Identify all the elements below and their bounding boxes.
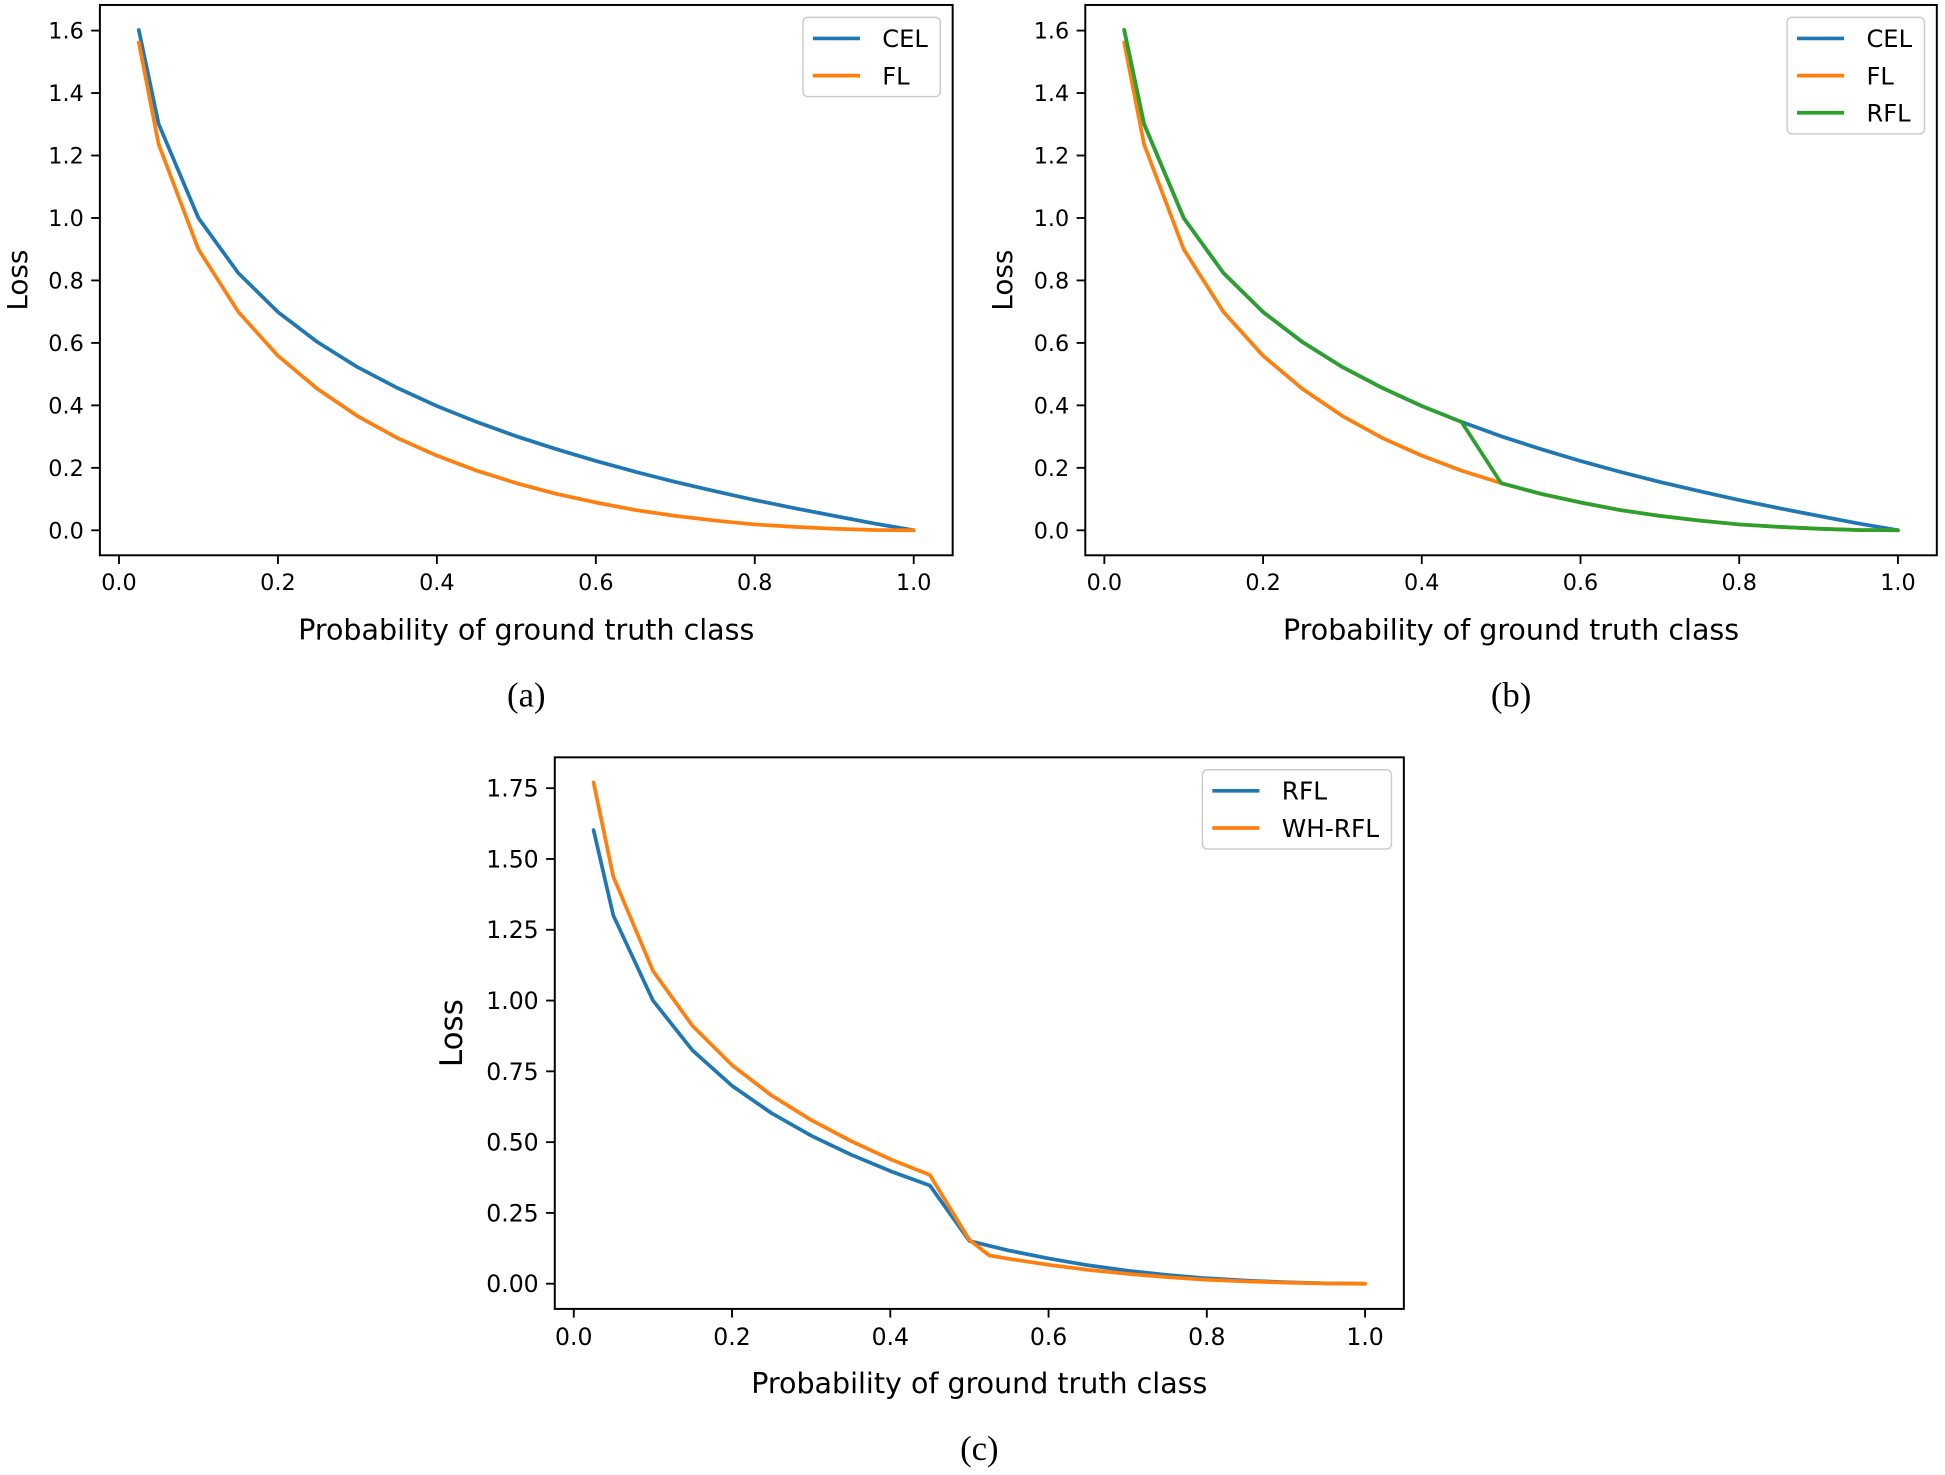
subplot-c: 0.0 0.2 0.4 0.6 0.8 1.0 0.00 0.25 0.50 0.75 1.00 1.… xyxy=(434,756,1405,1468)
subplot-caption: (c) xyxy=(960,1429,999,1468)
legend-label-wh-rfl: WH-RFL xyxy=(1282,814,1379,843)
x-tick-label: 0.8 xyxy=(737,570,772,596)
legend: CEL FL xyxy=(802,16,942,98)
y-tick-label: 0.0 xyxy=(1034,518,1069,544)
y-tick-label: 1.4 xyxy=(1034,81,1069,107)
x-tick-label: 0.6 xyxy=(578,570,613,596)
y-tick-label: 0.50 xyxy=(486,1129,538,1157)
y-tick-label: 0.4 xyxy=(48,393,83,419)
series-line-fl xyxy=(136,40,916,533)
x-tick-label: 1.0 xyxy=(896,570,931,596)
x-tick-label: 0.2 xyxy=(260,570,295,596)
y-tick-label: 0.8 xyxy=(48,268,83,294)
legend: RFL WH-RFL xyxy=(1201,768,1393,850)
y-tick-label: 1.2 xyxy=(1034,144,1069,170)
y-tick-label: 0.25 xyxy=(486,1199,538,1227)
y-tick-label: 0.2 xyxy=(48,456,83,482)
x-tick-label: 0.4 xyxy=(1404,570,1439,596)
legend: CEL FL RFL xyxy=(1786,16,1926,135)
subplot-a: 0.0 0.2 0.4 0.6 0.8 1.0 0.0 0.2 0.4 0.6 0.8 1.0 1.2 1… xyxy=(1,3,954,715)
y-axis-label: Loss xyxy=(1,250,34,311)
series-line-rfl xyxy=(1122,28,1900,533)
y-tick-label: 0.2 xyxy=(1034,456,1069,482)
series-line-cel xyxy=(136,28,916,533)
y-tick-label: 1.0 xyxy=(1034,206,1069,232)
y-tick-label: 0.4 xyxy=(1034,393,1069,419)
legend-label-cel: CEL xyxy=(882,25,928,53)
x-axis-label: Probability of ground truth class xyxy=(751,1367,1207,1400)
y-tick-label: 1.6 xyxy=(1034,19,1069,45)
y-axis-label: Loss xyxy=(434,999,470,1067)
y-tick-label: 0.00 xyxy=(486,1270,538,1298)
x-tick-label: 0.2 xyxy=(1245,570,1280,596)
y-tick-label: 1.50 xyxy=(486,845,538,873)
y-tick-label: 1.75 xyxy=(486,775,538,803)
x-tick-label: 0.0 xyxy=(1087,570,1122,596)
subplot-caption: (a) xyxy=(507,676,546,715)
x-tick-label: 0.2 xyxy=(713,1323,750,1351)
x-tick-label: 1.0 xyxy=(1346,1323,1383,1351)
subplot-caption: (b) xyxy=(1491,676,1531,715)
legend-label-cel: CEL xyxy=(1866,25,1912,53)
y-tick-label: 1.6 xyxy=(48,19,83,45)
y-tick-label: 1.4 xyxy=(48,81,83,107)
x-tick-label: 0.8 xyxy=(1721,570,1756,596)
y-tick-label: 0.8 xyxy=(1034,268,1069,294)
y-tick-label: 0.75 xyxy=(486,1058,538,1086)
x-tick-label: 0.4 xyxy=(419,570,454,596)
y-tick-label: 1.2 xyxy=(48,144,83,170)
y-tick-label: 0.0 xyxy=(48,518,83,544)
x-tick-label: 0.6 xyxy=(1563,570,1598,596)
legend-box xyxy=(1786,16,1926,135)
x-axis-label: Probability of ground truth class xyxy=(1283,614,1739,647)
x-tick-label: 0.0 xyxy=(101,570,136,596)
x-tick-label: 0.8 xyxy=(1188,1323,1225,1351)
subplot-b: 0.0 0.2 0.4 0.6 0.8 1.0 0.0 0.2 0.4 0.6 0.8 1.0 1.2 1… xyxy=(986,3,1938,715)
legend-label-rfl: RFL xyxy=(1282,777,1327,806)
y-tick-label: 0.6 xyxy=(48,331,83,357)
legend-label-fl: FL xyxy=(882,62,910,90)
y-tick-label: 1.0 xyxy=(48,206,83,232)
x-tick-label: 0.4 xyxy=(872,1323,909,1351)
axes-frame xyxy=(553,756,1405,1310)
series-line-wh-rfl xyxy=(591,780,1367,1286)
x-tick-label: 0.6 xyxy=(1030,1323,1067,1351)
legend-label-fl: FL xyxy=(1866,62,1894,90)
y-axis-label: Loss xyxy=(986,250,1019,311)
y-tick-label: 0.6 xyxy=(1034,331,1069,357)
x-tick-label: 0.0 xyxy=(555,1323,592,1351)
x-axis-label: Probability of ground truth class xyxy=(298,614,754,647)
x-tick-label: 1.0 xyxy=(1880,570,1915,596)
y-tick-label: 1.00 xyxy=(486,987,538,1015)
legend-label-rfl: RFL xyxy=(1866,99,1911,127)
y-tick-label: 1.25 xyxy=(486,916,538,944)
